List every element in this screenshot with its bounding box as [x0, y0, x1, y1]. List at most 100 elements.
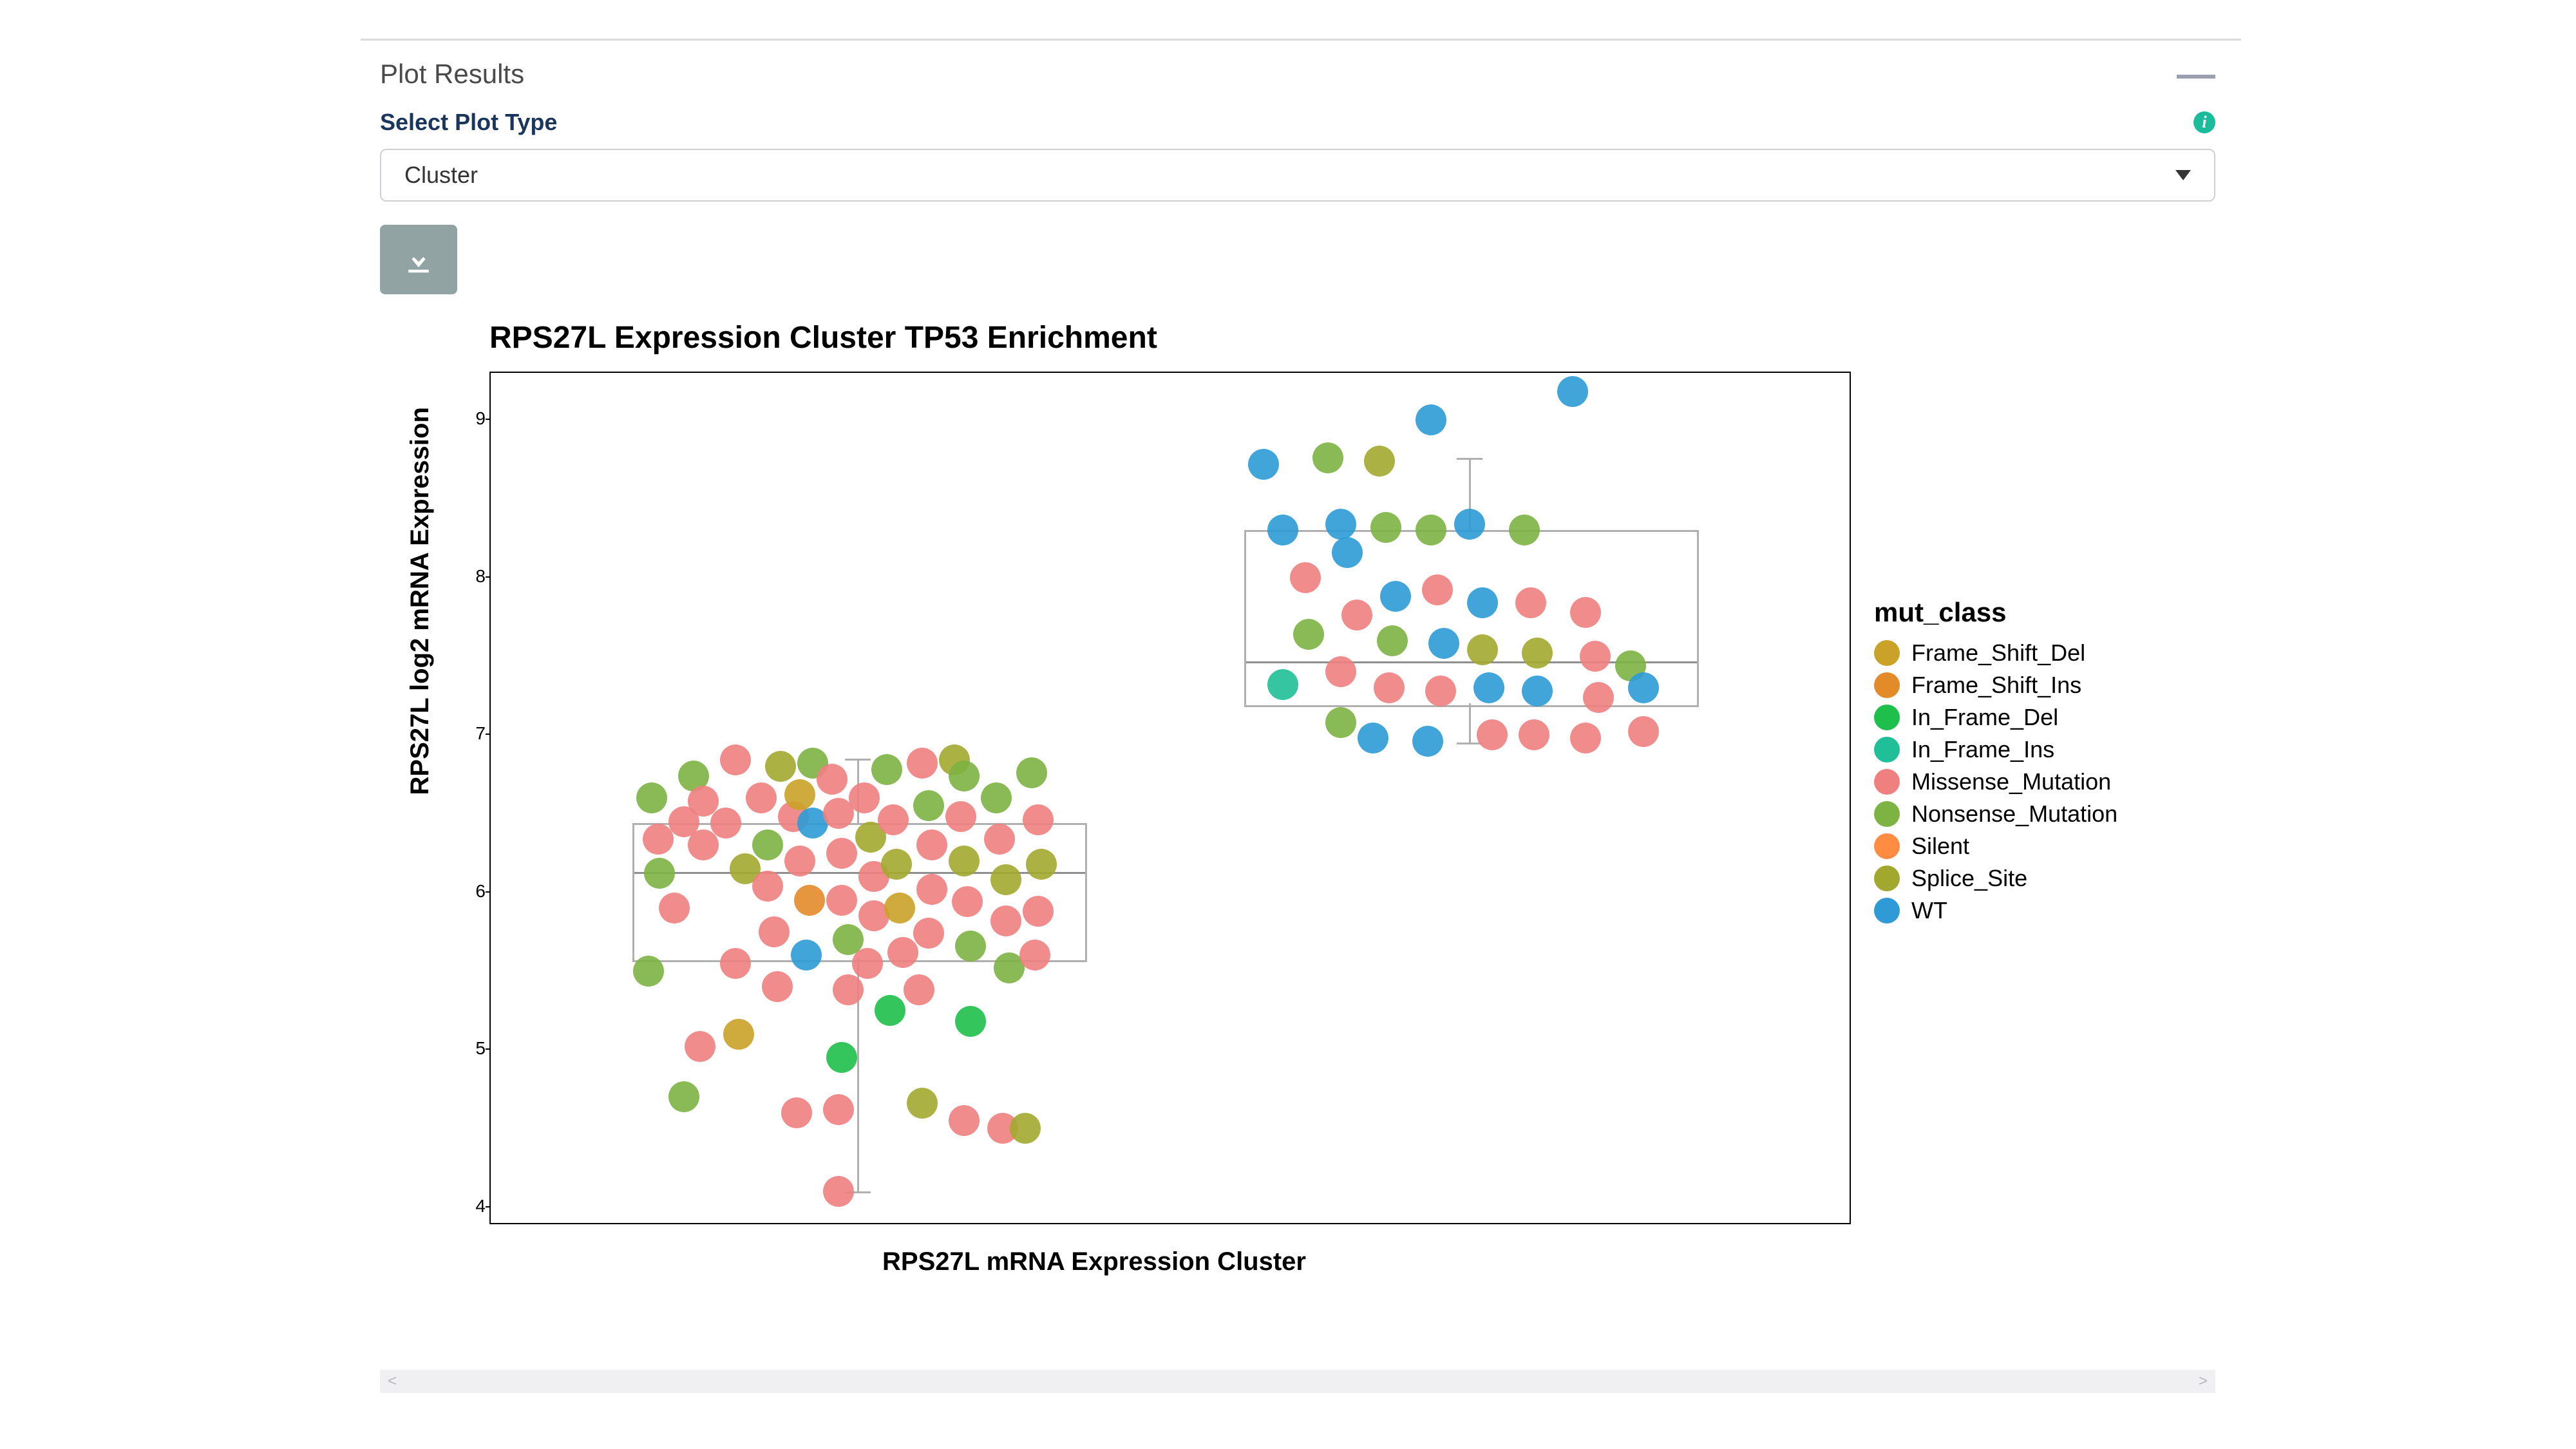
data-point — [746, 782, 777, 813]
collapse-button[interactable]: — — [2177, 68, 2215, 80]
download-plot-button[interactable] — [380, 225, 457, 294]
data-point — [955, 1006, 986, 1037]
data-point — [1628, 672, 1659, 703]
legend-label: Frame_Shift_Del — [1911, 639, 2085, 667]
data-point — [636, 782, 667, 813]
data-point — [1628, 716, 1659, 747]
data-point — [1522, 638, 1553, 668]
data-point — [1570, 597, 1601, 628]
scroll-left-icon[interactable]: < — [388, 1372, 397, 1390]
data-point — [826, 885, 857, 916]
data-point — [1332, 537, 1363, 568]
data-point — [949, 761, 980, 791]
data-point — [781, 1097, 812, 1128]
data-point — [765, 751, 796, 782]
data-point — [1570, 723, 1601, 753]
data-point — [884, 893, 915, 923]
data-point — [949, 846, 980, 876]
data-point — [1557, 376, 1588, 407]
data-point — [826, 838, 857, 869]
legend-label: Nonsense_Mutation — [1911, 800, 2117, 828]
y-tick-label: 9 — [457, 408, 486, 429]
select-plot-type-label: Select Plot Type — [380, 109, 557, 136]
y-axis-label: RPS27L log2 mRNA Expression — [406, 407, 435, 795]
y-tick-label: 5 — [457, 1038, 486, 1059]
data-point — [871, 754, 902, 785]
legend-swatch — [1874, 769, 1900, 795]
data-point — [1023, 804, 1054, 835]
legend-label: WT — [1911, 897, 1947, 924]
data-point — [1016, 757, 1047, 788]
data-point — [633, 956, 664, 987]
data-point — [1380, 581, 1411, 612]
legend-swatch — [1874, 866, 1900, 891]
legend-title: mut_class — [1874, 597, 2209, 628]
y-tick-label: 7 — [457, 723, 486, 744]
data-point — [1023, 896, 1054, 927]
data-point — [913, 918, 944, 949]
legend-label: Splice_Site — [1911, 865, 2027, 892]
y-tick-label: 4 — [457, 1196, 486, 1217]
data-point — [1416, 404, 1446, 435]
data-point — [907, 1088, 938, 1119]
data-point — [817, 764, 848, 795]
data-point — [984, 824, 1015, 855]
data-point — [916, 874, 947, 905]
data-point — [1290, 562, 1321, 593]
legend-swatch — [1874, 833, 1900, 859]
data-point — [762, 971, 793, 1002]
data-point — [1248, 449, 1279, 480]
plot-type-select-value: Cluster — [404, 162, 478, 189]
data-point — [659, 893, 690, 923]
data-point — [952, 886, 983, 917]
data-point — [833, 974, 864, 1005]
data-point — [1515, 587, 1546, 618]
data-point — [791, 940, 822, 971]
data-point — [907, 748, 938, 779]
plot-type-select[interactable]: Cluster — [380, 149, 2215, 202]
data-point — [643, 824, 674, 855]
data-point — [1377, 625, 1408, 656]
data-point — [759, 916, 790, 947]
data-point — [644, 858, 675, 889]
legend-item: Silent — [1874, 833, 2209, 860]
data-point — [875, 995, 905, 1026]
data-point — [1412, 726, 1443, 757]
horizontal-scrollbar[interactable]: < > — [380, 1370, 2215, 1393]
select-row: Select Plot Type i — [361, 102, 2241, 145]
data-point — [1026, 849, 1057, 880]
scroll-right-icon[interactable]: > — [2199, 1372, 2208, 1390]
data-point — [688, 829, 719, 860]
legend-item: Frame_Shift_Ins — [1874, 672, 2209, 699]
data-point — [852, 948, 883, 979]
data-point — [1522, 676, 1553, 706]
legend-swatch — [1874, 640, 1900, 666]
data-point — [945, 801, 976, 832]
plot-results-panel: Plot Results — Select Plot Type i Cluste… — [361, 39, 2241, 1412]
legend-label: In_Frame_Ins — [1911, 736, 2054, 763]
chart-container: RPS27L Expression Cluster TP53 Enrichmen… — [380, 314, 2222, 1305]
download-icon — [401, 242, 436, 277]
data-point — [823, 1176, 854, 1207]
data-point — [720, 744, 751, 775]
data-point — [1370, 512, 1401, 543]
legend-item: Frame_Shift_Del — [1874, 639, 2209, 667]
legend: mut_class Frame_Shift_Del Frame_Shift_Ins… — [1874, 597, 2209, 929]
legend-item: In_Frame_Del — [1874, 704, 2209, 731]
legend-swatch — [1874, 898, 1900, 923]
info-icon[interactable]: i — [2193, 111, 2215, 133]
data-point — [1358, 723, 1388, 753]
legend-label: Silent — [1911, 833, 1969, 860]
data-point — [1364, 446, 1395, 477]
data-point — [1473, 672, 1504, 703]
data-point — [720, 948, 751, 979]
legend-item: In_Frame_Ins — [1874, 736, 2209, 763]
data-point — [1010, 1113, 1041, 1144]
data-point — [1425, 676, 1456, 706]
data-point — [955, 931, 986, 961]
legend-swatch — [1874, 705, 1900, 730]
data-point — [784, 846, 815, 876]
data-point — [916, 829, 947, 860]
data-point — [1293, 619, 1324, 650]
data-point — [1374, 672, 1405, 703]
